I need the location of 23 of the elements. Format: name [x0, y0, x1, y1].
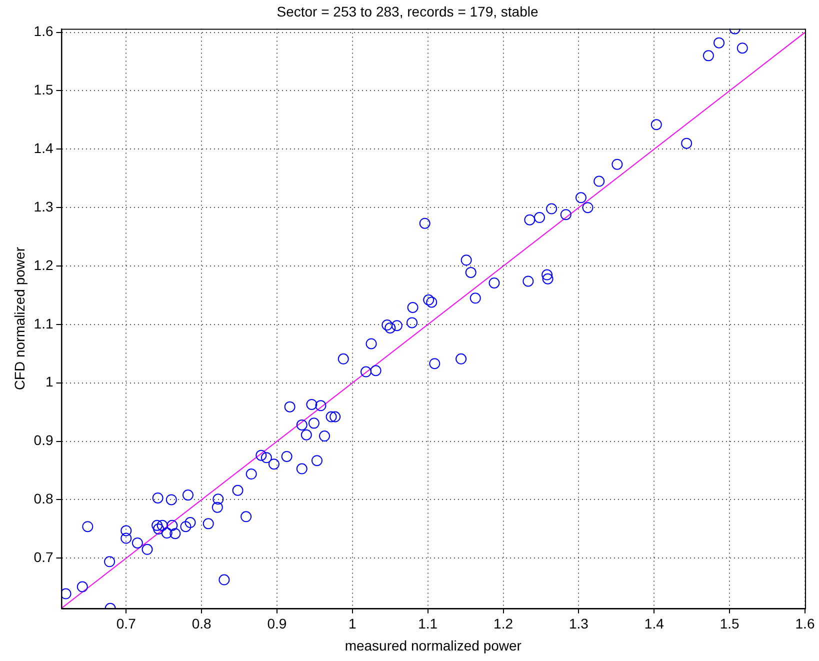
y-tick-label: 1.3: [34, 198, 54, 214]
x-tick-label: 0.9: [267, 616, 287, 632]
x-axis-title: measured normalized power: [344, 637, 522, 654]
y-tick-label: 1.1: [34, 315, 54, 332]
y-tick-label: 1.2: [34, 256, 54, 273]
y-tick-label: 1: [45, 374, 54, 390]
y-tick-label: 1.5: [34, 82, 54, 98]
x-tick-label: 0.8: [192, 616, 212, 632]
y-tick-label: 0.8: [34, 490, 54, 507]
x-tick-label: 1.5: [720, 616, 740, 632]
x-tick-label: 0.7: [116, 616, 136, 632]
x-tick-label: 1.4: [644, 616, 664, 632]
x-tick-label: 1.3: [568, 616, 589, 632]
chart-title: Sector = 253 to 283, records = 179, stable: [276, 3, 538, 20]
x-tick-label: 1.2: [494, 616, 514, 632]
y-tick-label: 1.6: [34, 23, 54, 40]
x-tick-label: 1.6: [795, 616, 815, 632]
y-axis-title: CFD normalized power: [11, 246, 28, 390]
x-tick-label: 1.1: [418, 616, 438, 632]
x-tick-label: 1: [348, 616, 357, 632]
y-tick-label: 0.7: [34, 549, 54, 566]
y-tick-label: 0.9: [34, 432, 54, 448]
y-tick-label: 1.4: [34, 140, 54, 156]
